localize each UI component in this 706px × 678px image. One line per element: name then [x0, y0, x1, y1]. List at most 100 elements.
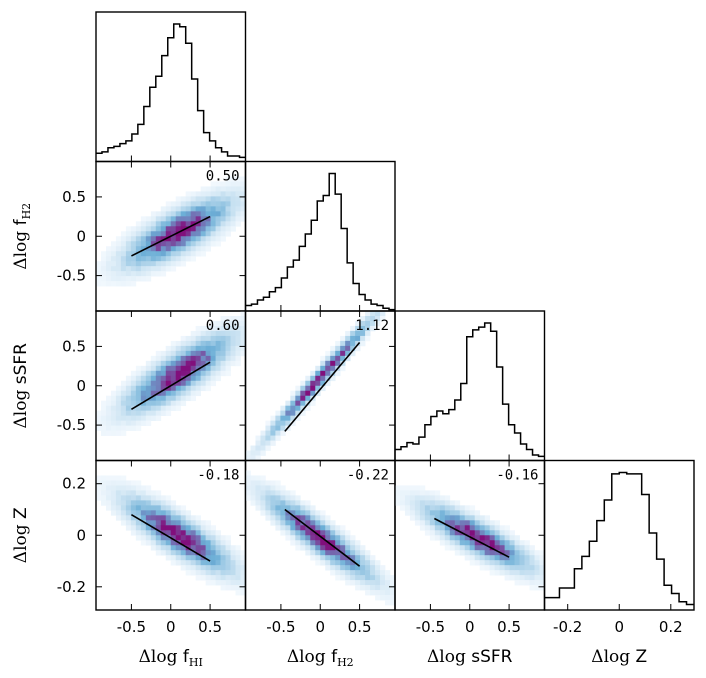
density-cell	[205, 380, 211, 387]
density-cell	[265, 425, 271, 431]
density-cell	[240, 325, 246, 332]
density-cell	[225, 176, 231, 182]
density-cell	[235, 585, 241, 591]
density-cell	[270, 415, 276, 421]
density-cell	[285, 510, 291, 516]
density-cell	[335, 575, 341, 581]
density-cell	[285, 490, 291, 496]
density-cell	[504, 540, 510, 546]
density-cell	[419, 485, 426, 491]
x-tick-label: 0.5	[198, 618, 222, 636]
density-cell	[539, 555, 545, 561]
density-cell	[220, 350, 226, 357]
density-cell	[130, 505, 137, 511]
density-cell	[140, 395, 147, 402]
density-cell	[310, 385, 316, 392]
density-cell	[499, 560, 505, 566]
density-cell	[205, 545, 211, 551]
density-cell	[165, 385, 172, 392]
density-cell	[180, 355, 187, 362]
density-cell	[444, 515, 451, 521]
density-cell	[419, 510, 426, 516]
density-cell	[250, 495, 256, 501]
slope-annotation: -0.22	[347, 468, 389, 484]
density-cell	[235, 575, 241, 581]
density-cell	[130, 510, 137, 516]
density-cell	[240, 340, 246, 347]
density-cell	[360, 340, 366, 347]
density-cell	[315, 525, 321, 531]
density-cell	[110, 256, 117, 262]
density-cell	[399, 505, 406, 511]
density-cell	[424, 515, 431, 521]
density-cell	[130, 236, 137, 242]
density-cell	[519, 550, 525, 556]
density-cell	[509, 540, 515, 546]
density-cell	[205, 330, 211, 337]
density-cell	[125, 480, 132, 486]
density-cell	[225, 370, 231, 377]
density-cell	[145, 375, 152, 382]
density-cell	[355, 560, 361, 566]
density-cell	[330, 350, 336, 357]
density-cell	[315, 520, 321, 526]
density-cell	[469, 510, 476, 516]
density-cell	[270, 435, 276, 441]
density-cell	[160, 380, 167, 387]
density-cell	[325, 550, 331, 556]
y-tick-label: 0	[76, 526, 86, 544]
x-tick-label: 0	[315, 618, 325, 636]
density-cell	[160, 261, 167, 267]
density-cell	[135, 231, 142, 237]
density-cell	[200, 251, 206, 257]
density-cell	[489, 550, 496, 556]
fit-line	[433, 517, 510, 558]
density-cell	[195, 345, 201, 352]
density-cell	[439, 535, 446, 541]
density-cell	[175, 236, 182, 242]
density-cell	[175, 241, 182, 247]
density-cell	[245, 470, 251, 476]
density-cell	[105, 475, 112, 481]
density-cell	[494, 530, 500, 536]
density-cell	[170, 211, 177, 217]
density-cell	[210, 181, 216, 187]
density-cell	[140, 500, 147, 506]
density-cell	[205, 236, 211, 242]
density-cell	[365, 311, 371, 317]
density-cell	[225, 350, 231, 357]
density-cell	[100, 425, 107, 431]
density-cell	[380, 570, 386, 576]
density-cell	[295, 515, 301, 521]
density-cell	[170, 221, 177, 227]
density-cell	[160, 246, 167, 252]
density-cell	[280, 515, 286, 521]
density-cell	[489, 535, 496, 541]
density-cell	[365, 575, 371, 581]
density-cell	[160, 495, 167, 501]
density-cell	[355, 345, 361, 352]
density-cell	[130, 271, 137, 277]
density-cell	[135, 246, 142, 252]
density-cell	[365, 570, 371, 576]
density-cell	[290, 415, 296, 421]
density-cell	[220, 585, 226, 591]
density-cell	[300, 405, 306, 412]
density-cell	[444, 495, 451, 501]
density-cell	[310, 545, 316, 551]
density-cell	[220, 335, 226, 342]
density-cell	[115, 415, 122, 421]
density-cell	[230, 206, 236, 212]
density-cell	[150, 510, 157, 516]
density-cell	[155, 251, 162, 257]
density-cell	[155, 530, 162, 536]
density-cell	[175, 370, 182, 377]
density-cell	[524, 550, 530, 556]
density-cell	[135, 236, 142, 242]
density-cell	[479, 515, 486, 521]
density-cell	[250, 480, 256, 486]
density-cell	[145, 226, 152, 232]
density-cell	[360, 555, 366, 561]
density-cell	[210, 545, 216, 551]
